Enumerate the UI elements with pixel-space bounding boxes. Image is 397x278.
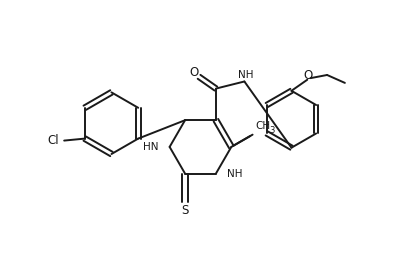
Text: CH: CH bbox=[256, 121, 271, 131]
Text: O: O bbox=[189, 66, 198, 79]
Text: 3: 3 bbox=[270, 126, 275, 135]
Text: NH: NH bbox=[238, 70, 253, 80]
Text: HN: HN bbox=[143, 142, 158, 152]
Text: Cl: Cl bbox=[48, 134, 60, 147]
Text: O: O bbox=[303, 69, 313, 82]
Text: NH: NH bbox=[227, 168, 243, 178]
Text: S: S bbox=[181, 204, 189, 217]
